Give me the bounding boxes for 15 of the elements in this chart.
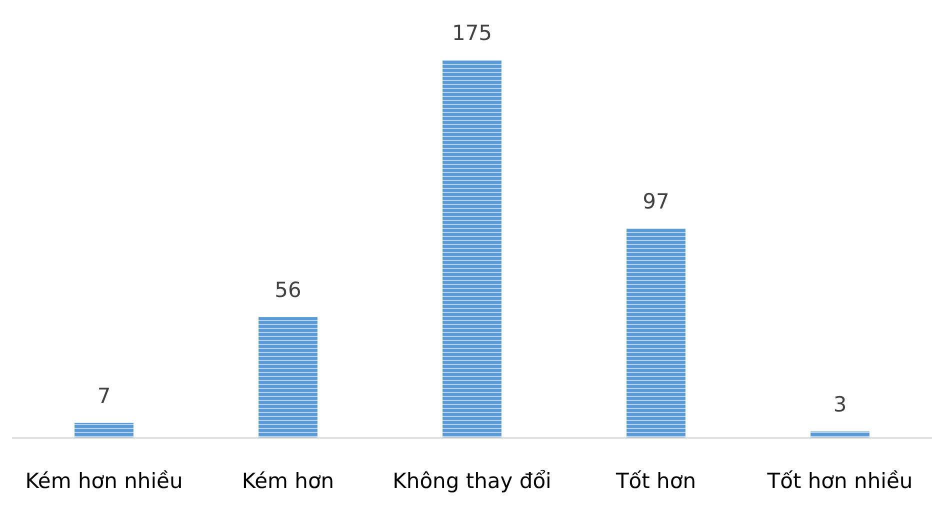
x-tick-label: Không thay đổi	[392, 469, 552, 493]
bar	[626, 228, 686, 438]
data-label: 7	[97, 384, 111, 408]
x-tick-label: Kém hơn nhiều	[25, 469, 183, 493]
x-tick-label: Tốt hơn nhiều	[766, 469, 913, 493]
bar	[258, 317, 318, 438]
data-label: 56	[274, 278, 302, 302]
data-label: 3	[833, 392, 847, 417]
data-label: 97	[642, 189, 670, 214]
bar	[74, 422, 134, 438]
x-tick-label: Tốt hơn	[614, 469, 696, 493]
bar	[442, 60, 502, 438]
x-tick-label: Kém hơn	[242, 469, 334, 493]
bar	[810, 432, 870, 438]
data-label: 175	[452, 21, 492, 45]
